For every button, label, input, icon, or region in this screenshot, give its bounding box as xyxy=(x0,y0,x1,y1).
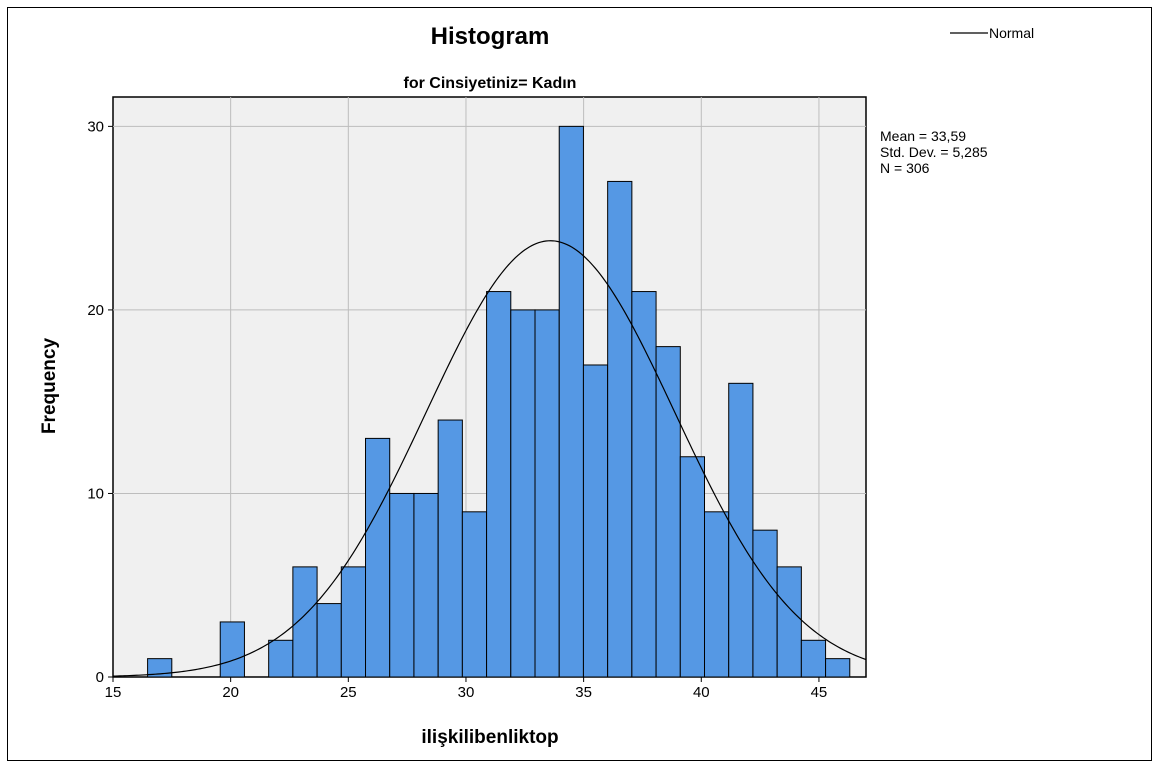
histogram-bar xyxy=(461,511,488,678)
x-tick-label: 35 xyxy=(575,684,592,701)
x-tick-label: 40 xyxy=(693,684,710,701)
legend-label-normal: Normal xyxy=(989,25,1034,41)
histogram-bar xyxy=(728,382,754,678)
histogram-bar xyxy=(292,566,318,678)
histogram-bar xyxy=(486,291,512,678)
chart-subtitle: for Cinsiyetiniz= Kadın xyxy=(404,75,577,92)
x-tick-label: 20 xyxy=(222,684,239,701)
x-tick-label: 25 xyxy=(340,684,357,701)
histogram-bar xyxy=(752,529,778,678)
x-tick-label: 30 xyxy=(458,684,475,701)
y-tick-label: 0 xyxy=(96,669,104,686)
histogram-bar xyxy=(655,346,681,678)
histogram-bar xyxy=(413,492,439,678)
histogram-bar xyxy=(607,180,633,678)
histogram-bar xyxy=(437,419,463,678)
stat-mean: Mean = 33,59 xyxy=(880,128,966,144)
bars xyxy=(147,125,851,678)
histogram-bar xyxy=(365,437,391,678)
stat-n: N = 306 xyxy=(880,160,930,176)
stat-std-dev: Std. Dev. = 5,285 xyxy=(880,144,988,160)
histogram-bar xyxy=(679,456,706,678)
histogram-bar xyxy=(776,566,802,678)
histogram-bar xyxy=(825,658,851,678)
histogram-bar xyxy=(316,603,342,678)
x-tick-label: 45 xyxy=(811,684,828,701)
x-tick-label: 15 xyxy=(105,684,122,701)
histogram-bar xyxy=(147,658,173,678)
x-axis-label: ilişkilibenliktop xyxy=(421,727,558,748)
normal-curve xyxy=(112,240,867,677)
histogram-bar xyxy=(534,309,560,678)
y-tick-label: 30 xyxy=(87,118,104,135)
chart-title: Histogram xyxy=(431,23,550,50)
histogram-bar xyxy=(704,511,730,678)
y-tick-label: 20 xyxy=(87,302,104,319)
histogram-bar xyxy=(389,492,415,678)
y-axis-label: Frequency xyxy=(39,338,60,435)
histogram-bar xyxy=(219,621,245,678)
axis-ticks: 15 20 25 30 35 40 45 0 10 20 30 xyxy=(87,118,827,701)
histogram-bar xyxy=(268,639,294,678)
histogram-bar xyxy=(340,566,367,678)
histogram-bar xyxy=(582,364,609,678)
histogram-bar xyxy=(558,125,584,678)
histogram-bar xyxy=(800,639,827,678)
histogram-bar xyxy=(510,309,536,678)
y-tick-label: 10 xyxy=(87,485,104,502)
